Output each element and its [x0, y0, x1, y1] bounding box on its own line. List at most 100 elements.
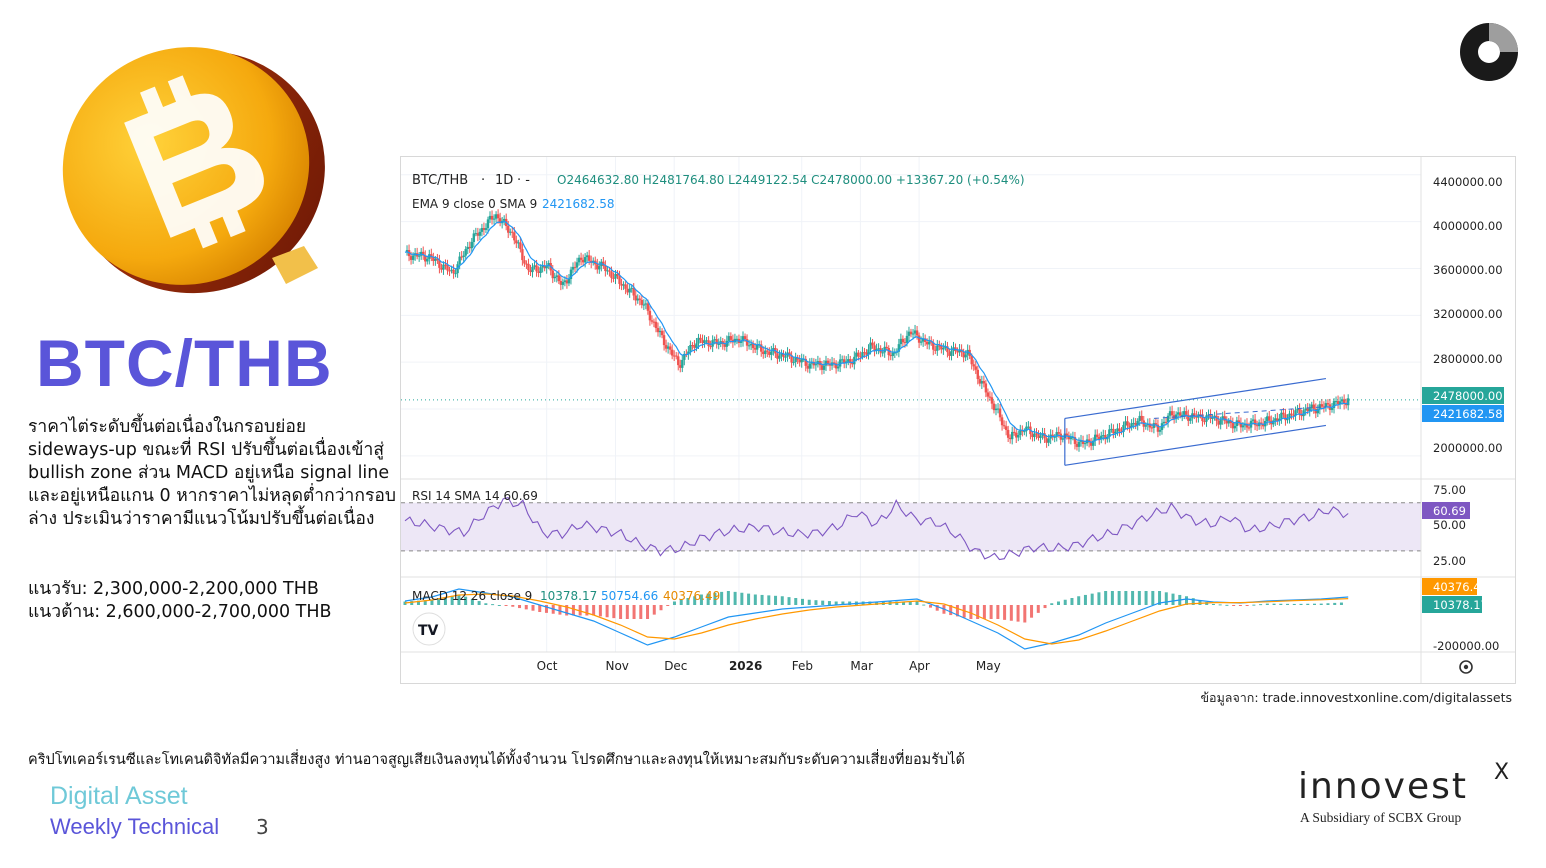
candle-body	[1047, 438, 1050, 443]
rsi-label: RSI 14 SMA 14 60.69	[412, 489, 538, 503]
gear-icon[interactable]	[1459, 660, 1473, 674]
macd-hist-bar	[935, 605, 939, 611]
macd-hist-bar	[416, 600, 420, 605]
macd-hist-bar	[504, 605, 508, 606]
candle-body	[1219, 419, 1222, 425]
candle-body	[695, 343, 698, 348]
candle-body	[1122, 424, 1125, 432]
candle-body	[909, 331, 913, 335]
y-tick: 2800000.00	[1433, 352, 1503, 366]
candle-body	[992, 403, 996, 411]
macd-hist-bar	[403, 601, 407, 605]
x-tick: 2026	[729, 659, 762, 673]
candle-body	[1112, 428, 1115, 434]
macd-hist-bar	[1191, 598, 1195, 605]
macd-hist-bar	[1083, 594, 1087, 605]
channel-mid-line	[1153, 406, 1326, 419]
candle-body	[887, 348, 890, 356]
candle-body	[626, 288, 629, 293]
macd-hist-bar	[1144, 591, 1148, 605]
macd-hist-bar	[1272, 603, 1276, 605]
candle-body	[426, 258, 429, 262]
tradingview-chart[interactable]: BTC/THB · 1D · - O2464632.80 H2481764.80…	[400, 156, 1516, 684]
macd-hist-bar	[699, 594, 703, 605]
candle-body	[1266, 416, 1269, 421]
candle-body	[675, 355, 678, 357]
candle-body	[1035, 433, 1038, 435]
macd-hist-bar	[558, 605, 562, 615]
candle-body	[1096, 434, 1099, 437]
candle-body	[628, 288, 631, 293]
candle-body	[533, 265, 536, 267]
macd-hist-bar	[457, 594, 461, 605]
candle-body	[624, 284, 627, 289]
candle-body	[1083, 443, 1087, 445]
candle-body	[936, 345, 939, 351]
candle-body	[559, 280, 563, 285]
candle-body	[551, 270, 554, 279]
candle-body	[1166, 415, 1170, 422]
candle-body	[1124, 421, 1127, 425]
candle-body	[1247, 427, 1251, 429]
rsi-line	[404, 496, 1349, 561]
ema-label: EMA 9 close 0 SMA 9	[412, 197, 537, 211]
x-tick: May	[976, 659, 1001, 673]
candle-body	[1304, 408, 1307, 411]
candle-body	[488, 215, 492, 220]
candle-body	[434, 258, 437, 261]
candle-body	[577, 257, 581, 263]
candle-body	[630, 287, 633, 289]
candle-body	[1065, 433, 1069, 436]
candle-body	[561, 282, 565, 285]
candle-body	[1138, 415, 1141, 422]
macd-hist-bar	[908, 601, 912, 605]
candle-body	[632, 287, 635, 296]
candle-body	[652, 321, 656, 323]
candle-body	[739, 341, 743, 343]
candle-body	[654, 321, 658, 329]
candle-body	[1243, 423, 1247, 426]
macd-hist-bar	[612, 605, 616, 619]
candle-body	[790, 355, 793, 363]
candle-body	[1000, 417, 1004, 426]
macd-hist-bar	[491, 604, 495, 606]
candle-body	[1239, 422, 1243, 428]
rsi-value-label: 60.69	[1433, 504, 1466, 518]
candle-body	[484, 228, 488, 230]
svg-text:TV: TV	[418, 623, 439, 639]
chart-interval[interactable]: 1D	[495, 173, 513, 188]
candle-body	[826, 360, 830, 364]
macd-hist-bar	[955, 605, 959, 617]
candle-body	[1324, 403, 1328, 408]
candle-body	[717, 344, 720, 346]
candle-body	[1233, 425, 1237, 429]
candle-body	[1100, 435, 1103, 440]
candle-body	[1296, 408, 1299, 411]
candle-body	[409, 256, 413, 260]
rsi-tick: 75.00	[1433, 483, 1466, 497]
candle-body	[1334, 401, 1338, 403]
macd-hist-bar	[1151, 591, 1155, 605]
candle-body	[486, 219, 490, 229]
ema-value: 2421682.58	[542, 197, 615, 211]
tradingview-icon[interactable]: TV	[412, 612, 446, 646]
candle-body	[940, 345, 943, 350]
macd-hist-bar	[464, 596, 468, 605]
candle-body	[1077, 441, 1081, 447]
ema-price-label: 2421682.58	[1433, 407, 1503, 421]
macd-hist-bar	[821, 600, 825, 605]
candle-body	[539, 267, 542, 273]
candle-body	[1114, 431, 1117, 434]
macd-val-1: 10378.17	[540, 589, 597, 603]
chart-canvas: BTC/THB · 1D · - O2464632.80 H2481764.80…	[401, 157, 1515, 683]
candle-body	[905, 335, 909, 343]
candle-body	[705, 340, 708, 342]
candle-body	[701, 339, 704, 344]
candle-body	[1067, 435, 1071, 440]
candle-body	[784, 356, 787, 358]
candle-body	[1025, 426, 1028, 432]
macd-hist-bar	[1090, 593, 1094, 605]
candle-body	[942, 347, 945, 350]
macd-hist-bar	[598, 605, 602, 617]
macd-value-tag	[1422, 596, 1482, 613]
